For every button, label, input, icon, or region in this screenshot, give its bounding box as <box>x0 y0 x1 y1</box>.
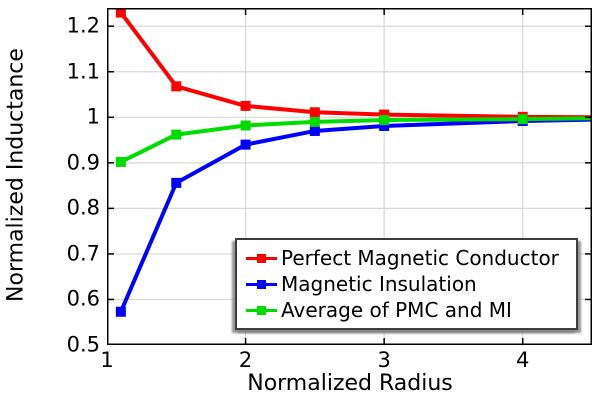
y-tick-label: 1 <box>86 104 100 129</box>
plot-border <box>107 8 592 345</box>
x-tick-label: 1 <box>100 348 114 372</box>
series-marker-1 <box>309 125 320 136</box>
legend-label: Average of PMC and MI <box>281 298 512 322</box>
x-tick-label: 4 <box>516 348 530 372</box>
y-tick-label: 0.8 <box>66 195 100 220</box>
legend-item: Magnetic Insulation <box>246 271 570 297</box>
legend-label: Perfect Magnetic Conductor <box>281 246 559 270</box>
series-line-0 <box>119 11 592 120</box>
x-tick-label: 3 <box>377 348 391 372</box>
legend: Perfect Magnetic Conductor Magnetic Insul… <box>235 238 578 330</box>
series-marker-2 <box>171 129 182 140</box>
legend-label: Magnetic Insulation <box>281 272 477 296</box>
legend-line-marker-icon <box>246 253 277 264</box>
legend-item: Perfect Magnetic Conductor <box>246 245 570 271</box>
y-tick-label: 0.7 <box>66 241 100 266</box>
series-marker-1 <box>171 177 182 188</box>
x-tick-label: 2 <box>238 348 253 372</box>
y-tick-label: 0.9 <box>66 150 100 175</box>
series-marker-2 <box>309 116 320 127</box>
plot-area <box>107 8 592 345</box>
series-marker-1 <box>379 120 390 131</box>
series-marker-0 <box>379 109 390 120</box>
series-marker-2 <box>517 114 528 125</box>
legend-line-marker-icon <box>246 305 277 316</box>
legend-line-marker-icon <box>246 279 277 290</box>
series-marker-1 <box>240 139 251 150</box>
y-tick-label: 0.6 <box>66 286 100 311</box>
series-marker-0 <box>115 8 126 18</box>
series-marker-0 <box>240 100 251 111</box>
series-marker-2 <box>115 156 126 167</box>
x-axis-label: Normalized Radius <box>247 371 453 396</box>
series-marker-0 <box>171 81 182 92</box>
series-marker-2 <box>379 115 390 126</box>
y-tick-label: 1.2 <box>66 13 100 38</box>
series-marker-0 <box>309 107 320 118</box>
y-tick-label: 1.1 <box>66 59 100 84</box>
series-marker-1 <box>115 306 126 317</box>
y-tick-label: 0.5 <box>66 332 100 357</box>
series-marker-2 <box>240 120 251 131</box>
legend-item: Average of PMC and MI <box>246 297 570 323</box>
